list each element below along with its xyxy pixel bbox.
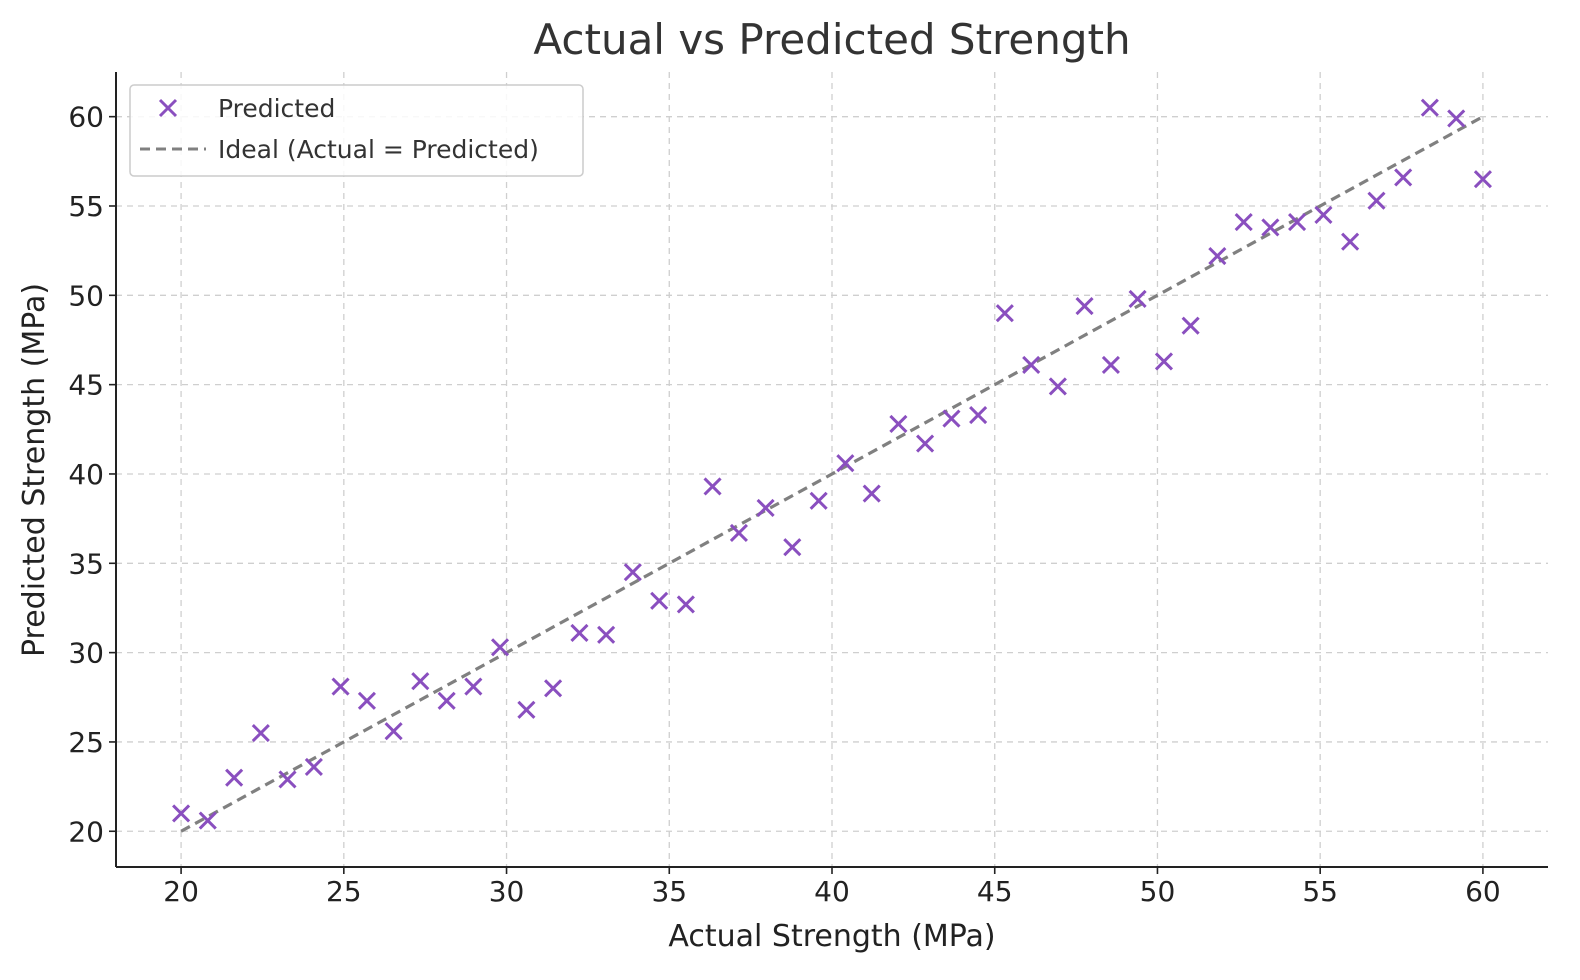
data-point-25 [836,454,855,473]
data-point-40 [1234,213,1253,232]
data-point-13 [517,700,536,719]
axes [109,72,1548,874]
ideal-line-layer [180,115,1484,833]
chart-title: Actual vs Predicted Strength [533,15,1130,64]
data-point-31 [995,304,1014,323]
x-tick-label-40: 40 [814,875,850,908]
data-point-21 [729,523,748,542]
data-point-39 [1208,246,1227,266]
data-point-29 [942,409,961,428]
data-point-5 [304,757,323,777]
data-point-35 [1101,355,1120,375]
y-tick-label-35: 35 [68,547,104,580]
x-tick-label-60: 60 [1465,875,1501,908]
data-point-18 [650,591,669,610]
data-point-43 [1314,205,1333,224]
data-point-30 [969,405,988,425]
data-point-49 [1473,170,1492,189]
y-tick-label-25: 25 [68,726,104,759]
x-tick-labels: 20 25 30 35 40 45 50 55 60 [163,875,1500,908]
legend-marker-predicted [158,98,178,118]
data-point-33 [1048,377,1067,396]
y-axis-label: Predicted Strength (MPa) [17,283,52,657]
data-point-34 [1075,296,1094,316]
legend: Predicted Ideal (Actual = Predicted) [129,84,584,177]
data-point-15 [570,623,589,643]
data-point-17 [623,563,642,582]
legend-x-marker [158,98,178,118]
data-point-24 [809,491,828,510]
data-point-42 [1288,213,1307,232]
x-tick-label-45: 45 [977,875,1013,908]
data-point-11 [464,677,483,696]
y-tick-label-40: 40 [68,458,104,491]
data-point-44 [1341,232,1360,251]
data-point-6 [331,677,350,696]
data-point-37 [1154,352,1174,371]
data-point-7 [357,691,376,710]
x-tick-label-50: 50 [1140,875,1176,908]
data-point-46 [1394,168,1413,187]
y-tick-labels: 20 25 30 35 40 45 50 55 60 [68,101,104,849]
x-axis-label: Actual Strength (MPa) [668,919,995,954]
y-tick-label-50: 50 [68,279,104,312]
x-tick-label-55: 55 [1302,875,1338,908]
y-tick-label-60: 60 [68,101,104,134]
data-point-47 [1420,98,1439,117]
data-point-27 [889,414,908,434]
data-point-3 [251,723,270,743]
x-tick-label-30: 30 [489,875,525,908]
ideal-line [180,115,1484,833]
data-point-8 [384,722,403,741]
data-point-4 [278,770,297,789]
data-point-28 [916,434,935,453]
y-tick-label-45: 45 [68,369,104,402]
data-points [172,98,1492,830]
legend-label-predicted: Predicted [218,94,335,123]
y-tick-label-55: 55 [68,190,104,223]
data-point-19 [676,595,695,614]
data-point-22 [756,498,775,517]
data-point-10 [437,691,456,710]
grid [116,72,1548,867]
legend-box [129,84,584,177]
data-point-45 [1367,191,1386,210]
y-tick-label-20: 20 [68,815,104,848]
data-point-1 [198,811,217,830]
data-point-14 [544,679,563,698]
x-tick-label-25: 25 [326,875,362,908]
data-point-20 [703,477,722,496]
data-point-16 [597,625,616,644]
data-point-9 [411,672,430,691]
data-point-36 [1128,289,1147,308]
data-point-26 [862,484,881,503]
data-point-38 [1181,316,1200,335]
data-point-48 [1447,109,1466,128]
data-point-12 [490,638,510,657]
x-tick-label-20: 20 [163,875,199,908]
x-tick-label-35: 35 [651,875,687,908]
legend-label-ideal: Ideal (Actual = Predicted) [218,135,539,164]
data-point-0 [172,804,191,823]
data-point-32 [1022,355,1041,375]
y-tick-label-30: 30 [68,637,104,670]
data-point-41 [1261,218,1280,237]
data-point-23 [783,538,802,557]
data-point-2 [225,768,244,787]
